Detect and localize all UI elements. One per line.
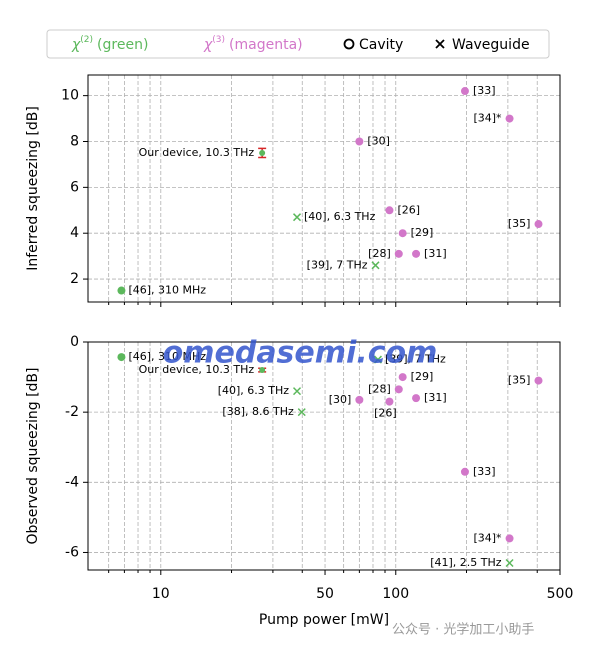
y-tick-label: -2: [65, 404, 79, 420]
cavity-marker: [259, 149, 266, 156]
x-tick-label: 10: [152, 586, 170, 602]
waveguide-marker: [373, 355, 383, 364]
axes-frame: [87, 341, 561, 571]
waveguide-marker: [292, 213, 302, 222]
cavity-marker: [385, 397, 394, 406]
point-label: [35]: [508, 374, 531, 387]
legend-cavity-symbol: [343, 38, 355, 50]
point-label: [29]: [411, 226, 434, 239]
x-axis-label: Pump power [mW]: [259, 612, 389, 628]
point-label: [28]: [368, 247, 391, 260]
waveguide-marker: [292, 387, 302, 396]
cavity-marker: [117, 286, 126, 295]
cavity-marker: [355, 137, 364, 146]
cavity-marker: [412, 394, 421, 403]
x-tick-label: 50: [316, 586, 334, 602]
waveguide-marker: [505, 558, 514, 568]
y-tick-label: 0: [70, 334, 79, 350]
x-tick-label: 100: [382, 586, 409, 602]
cavity-marker: [412, 249, 421, 258]
cavity-marker: [398, 229, 407, 238]
point-label: [30]: [329, 393, 352, 406]
cavity-marker: [398, 373, 407, 382]
point-label: Our device, 10.3 THz: [139, 146, 255, 159]
legend-label: Cavity: [359, 37, 403, 53]
cavity-marker: [505, 534, 514, 543]
legend-label: χ(3) (magenta): [203, 35, 303, 54]
legend-label: χ(2) (green): [71, 35, 148, 54]
y-tick-label: -6: [65, 544, 79, 560]
point-label: [39], 7 THz: [307, 258, 368, 271]
legend-item: Waveguide: [435, 37, 530, 53]
point-label: [46], 310 MHz: [128, 350, 206, 363]
cavity-marker: [505, 114, 514, 123]
cavity-marker: [117, 353, 126, 362]
cavity-marker: [534, 376, 543, 385]
y-axis-label: Observed squeezing [dB]: [25, 368, 41, 545]
point-label: [26]: [397, 203, 420, 216]
point-label: [35]: [508, 217, 531, 230]
cavity-marker: [460, 87, 469, 96]
point-label: [40], 6.3 THz: [218, 384, 290, 397]
cavity-marker: [259, 367, 266, 374]
waveguide-marker: [371, 261, 380, 270]
point-label: [33]: [473, 84, 496, 97]
watermark: omedasemi.com: [163, 336, 438, 371]
legend-item: Cavity: [343, 37, 403, 53]
y-tick-label: 4: [70, 225, 79, 241]
point-label: [31]: [424, 247, 447, 260]
point-label: [29]: [411, 370, 434, 383]
point-label: [34]*: [473, 112, 502, 125]
y-axis-label: Inferred squeezing [dB]: [25, 106, 41, 271]
legend-item: χ(2) (green): [71, 35, 148, 54]
point-label: [38], 8.6 THz: [222, 405, 294, 418]
y-tick-label: 2: [70, 271, 79, 287]
legend-waveguide-symbol: [435, 39, 445, 49]
point-label: [31]: [424, 391, 447, 404]
watermark-account: 公众号 · 光学加工小助手: [392, 622, 534, 638]
legend-box: [46, 29, 550, 59]
waveguide-marker: [297, 408, 306, 417]
point-label: Our device, 10.3 THz: [139, 363, 255, 376]
y-tick-label: 8: [70, 133, 79, 149]
axes-frame: [87, 74, 561, 303]
point-label: [33]: [473, 465, 496, 478]
cavity-marker: [355, 395, 364, 404]
y-tick-label: -4: [65, 474, 79, 490]
point-label: [41], 2.5 THz: [430, 556, 502, 569]
y-tick-label: 6: [70, 179, 79, 195]
legend-item: χ(3) (magenta): [203, 35, 303, 54]
y-tick-label: 10: [61, 88, 79, 104]
cavity-marker: [460, 467, 469, 476]
cavity-marker: [394, 249, 403, 258]
point-label: [26]: [374, 407, 397, 420]
point-label: [34]*: [473, 531, 502, 544]
legend-label: Waveguide: [452, 37, 530, 53]
point-label: [30]: [367, 134, 390, 147]
point-label: [46], 310 MHz: [128, 284, 206, 297]
cavity-marker: [385, 206, 394, 215]
cavity-marker: [394, 385, 403, 394]
point-label: [39], 7 THz: [385, 353, 446, 366]
point-label: [40], 6.3 THz: [304, 210, 376, 223]
x-tick-label: 500: [547, 586, 574, 602]
point-label: [28]: [368, 382, 391, 395]
cavity-marker: [534, 220, 543, 229]
